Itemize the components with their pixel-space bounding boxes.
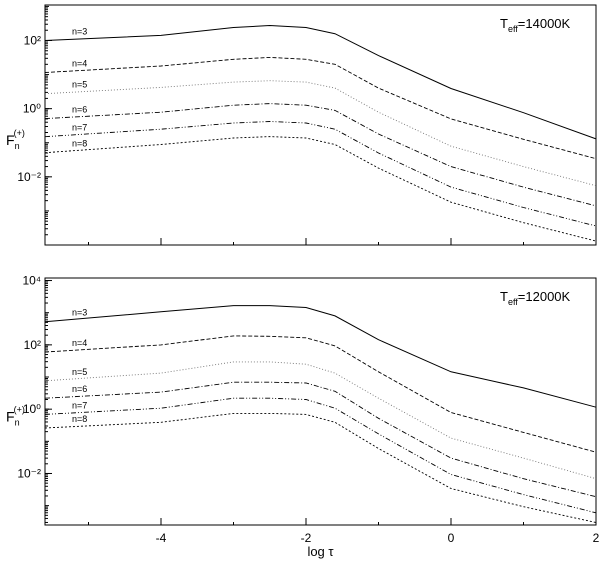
y-title-superscript: (+) <box>14 405 25 415</box>
annotation-text: =14000K <box>518 16 571 31</box>
panel: 10⁻² 10⁰ 10² 10⁴ -4 -2 0 2 log τ Fn (+) Teff=12000K… <box>6 274 600 559</box>
series-label: n=7 <box>72 400 87 410</box>
y-axis-title: Fn (+) <box>6 128 25 151</box>
plot-frame <box>44 277 597 526</box>
y-title-symbol: F <box>6 409 15 425</box>
y-tick-label: 10² <box>24 338 41 352</box>
series-label: n=8 <box>72 414 87 424</box>
series-line <box>44 56 597 160</box>
x-tick-label: -2 <box>301 531 312 545</box>
series-line <box>44 136 597 242</box>
series-label: n=6 <box>72 105 87 115</box>
panel: 10⁻² 10⁰ 10² Fn (+) Teff=14000K n=3 n=4 n=5 n=6 n=… <box>6 4 597 246</box>
annotation-subscript: eff <box>508 297 518 307</box>
y-title-subscript: n <box>15 141 20 151</box>
series-label: n=3 <box>72 26 87 36</box>
x-tick-label: 2 <box>593 531 600 545</box>
x-tick-label: 0 <box>448 531 455 545</box>
series-label: n=7 <box>72 123 87 133</box>
y-tick-label: 10⁰ <box>23 102 41 116</box>
x-axis-title: log τ <box>307 544 334 559</box>
y-title-subscript: n <box>15 418 20 428</box>
series-label: n=4 <box>72 338 87 348</box>
series-line <box>44 103 597 207</box>
annotation-subscript: eff <box>508 24 518 34</box>
series-line <box>44 305 597 408</box>
series-line <box>44 80 597 187</box>
series-label: n=4 <box>72 59 87 69</box>
y-tick-label: 10⁻² <box>17 466 41 480</box>
series-line <box>44 24 597 140</box>
annotation: Teff=12000K <box>500 289 571 307</box>
annotation-text: =12000K <box>518 289 571 304</box>
y-title-symbol: F <box>6 132 15 148</box>
y-title-superscript: (+) <box>14 128 25 138</box>
y-tick-label: 10⁴ <box>22 274 41 288</box>
y-tick-label: 10⁻² <box>17 170 41 184</box>
series-line <box>44 381 597 498</box>
series-line <box>44 412 597 523</box>
annotation: Teff=14000K <box>500 16 571 34</box>
series-label: n=5 <box>72 367 87 377</box>
annotation-symbol: T <box>500 289 508 304</box>
series-label: n=8 <box>72 139 87 149</box>
series-line <box>44 335 597 453</box>
x-tick-label: -4 <box>156 531 167 545</box>
plot-frame <box>44 4 597 246</box>
y-tick-label: 10² <box>24 33 41 47</box>
series-line <box>44 121 597 227</box>
series-label: n=5 <box>72 80 87 90</box>
y-tick-label: 10⁰ <box>23 402 41 416</box>
annotation-symbol: T <box>500 16 508 31</box>
series-line <box>44 361 597 480</box>
series-label: n=3 <box>72 308 87 318</box>
series-line <box>44 397 597 514</box>
series-label: n=6 <box>72 384 87 394</box>
y-axis-title: Fn (+) <box>6 405 25 428</box>
